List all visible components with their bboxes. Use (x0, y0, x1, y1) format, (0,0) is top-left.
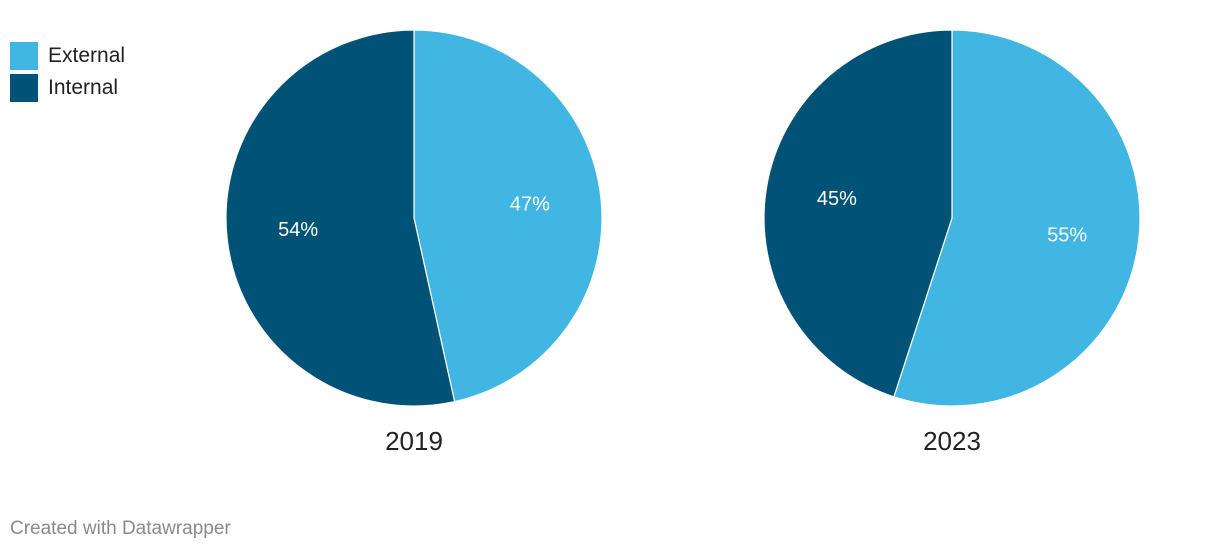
slice-label-external-2023: 55% (1047, 225, 1087, 247)
pie-slice-internal-2019 (225, 29, 456, 407)
pie-title-2023: 2023 (923, 426, 981, 456)
legend: External Internal (10, 40, 125, 104)
pie-chart-2019: 47% 54% 2019 (225, 29, 603, 456)
pie-title-2019: 2019 (385, 426, 443, 456)
pie-slice-external-2019 (413, 29, 603, 403)
legend-label-external: External (48, 44, 126, 67)
slice-label-external-2019: 47% (510, 194, 550, 216)
legend-label-internal: Internal (48, 76, 119, 99)
pie-chart-2023: 55% 45% 2023 (763, 29, 1141, 456)
credit-text: Created with Datawrapper (10, 518, 231, 539)
legend-swatch-internal (10, 74, 38, 102)
pie-slice-internal-2023 (763, 29, 953, 398)
pie-charts: 47% 54% 2019 55% 45% 2023 (225, 29, 1141, 456)
legend-item-internal: Internal (10, 72, 125, 104)
legend-item-external: External (10, 40, 125, 72)
legend-swatch-external (10, 42, 38, 70)
slice-label-internal-2019: 54% (278, 219, 318, 241)
slice-label-internal-2023: 45% (817, 188, 857, 210)
pie-slice-external-2023 (893, 29, 1141, 407)
